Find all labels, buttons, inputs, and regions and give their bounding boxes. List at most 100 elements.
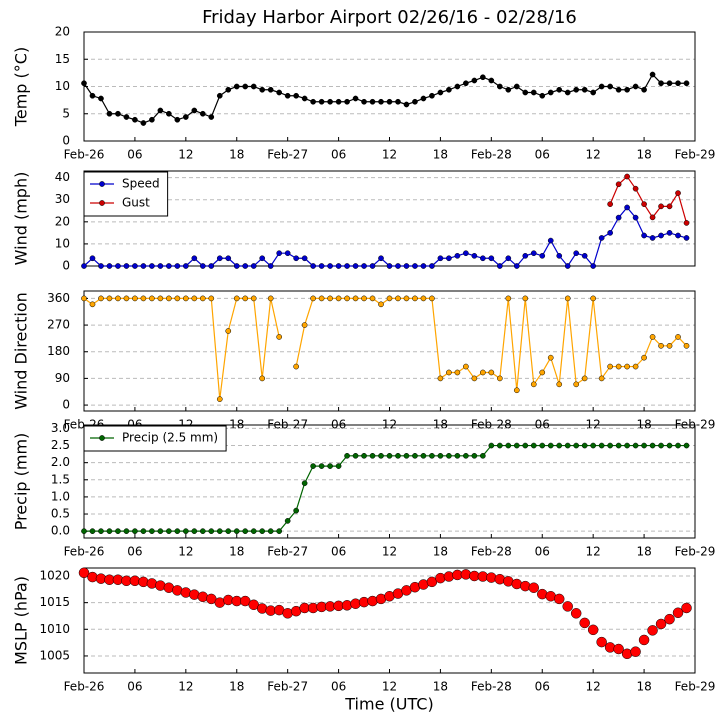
line-point: [479, 255, 486, 262]
line-point: [488, 255, 495, 262]
line-point: [301, 480, 308, 487]
scatter-point: [528, 582, 540, 593]
line-point: [318, 98, 325, 105]
line-point: [310, 295, 316, 302]
x-tick-label: Feb-29: [675, 545, 716, 559]
line-point: [641, 86, 647, 93]
line-point: [208, 114, 215, 120]
line-point: [123, 114, 130, 120]
line-point: [182, 114, 189, 120]
line-point: [250, 263, 257, 269]
line-point: [624, 204, 630, 211]
line-point: [233, 83, 240, 90]
line-point: [98, 528, 104, 535]
line-point: [335, 463, 342, 469]
line-point: [361, 295, 367, 302]
line-point: [581, 375, 588, 382]
x-tick-label: Feb-27: [267, 148, 308, 162]
line-point: [675, 334, 681, 340]
line-point: [386, 263, 393, 269]
line-point: [98, 295, 104, 302]
line-point: [573, 86, 580, 93]
line-point: [683, 220, 690, 226]
line-point: [361, 263, 367, 269]
line-point: [166, 263, 172, 269]
line-point: [641, 442, 647, 449]
x-tick-label: 12: [178, 148, 193, 162]
scatter-point: [562, 601, 573, 612]
line-point: [488, 369, 495, 376]
line-point: [182, 263, 189, 269]
line-point: [352, 95, 359, 102]
y-tick-label: 10: [55, 79, 70, 93]
line-point: [242, 528, 249, 535]
line-point: [344, 263, 350, 269]
line-point: [157, 528, 164, 535]
line-point: [607, 83, 613, 90]
line-point: [658, 203, 664, 210]
line-point: [352, 295, 359, 302]
line-point: [530, 381, 537, 388]
line-point: [658, 80, 664, 87]
line-point: [437, 255, 444, 262]
line-point: [225, 328, 232, 334]
line-point: [378, 301, 384, 308]
chart-title: Friday Harbor Airport 02/26/16 - 02/28/1…: [202, 7, 577, 28]
x-tick-label: 18: [433, 545, 448, 559]
y-tick-label: 1.5: [51, 472, 70, 486]
line-point: [471, 375, 478, 382]
y-tick-label: 10: [55, 236, 70, 250]
x-tick-label: 12: [586, 545, 601, 559]
line-point: [106, 110, 113, 117]
line-point: [259, 528, 266, 535]
line-point: [429, 295, 435, 302]
line-point: [293, 92, 300, 99]
scatter-point: [672, 607, 684, 619]
series-line: [609, 175, 688, 224]
x-tick-label: Feb-27: [267, 680, 308, 694]
line-point: [547, 354, 554, 361]
line-point: [199, 110, 206, 117]
y-tick-label: 30: [55, 192, 70, 206]
line-point: [352, 452, 359, 459]
line-point: [556, 381, 563, 388]
line-point: [513, 442, 520, 449]
legend-marker: [99, 200, 105, 206]
x-tick-label: 18: [229, 680, 244, 694]
x-tick-label: Feb-27: [267, 545, 308, 559]
line-point: [166, 295, 172, 302]
line-point: [310, 463, 316, 469]
x-tick-label: 06: [127, 680, 142, 694]
line-point: [632, 83, 639, 90]
x-tick-label: Feb-28: [471, 148, 512, 162]
line-point: [539, 369, 546, 376]
line-point: [293, 255, 300, 262]
line-point: [267, 86, 274, 93]
line-point: [581, 86, 588, 93]
y-tick-label: 2.5: [51, 438, 70, 452]
line-point: [140, 263, 147, 269]
line-point: [132, 116, 138, 123]
line-point: [140, 528, 147, 535]
line-point: [199, 263, 206, 269]
x-tick-label: 12: [586, 148, 601, 162]
x-tick-label: 12: [382, 680, 397, 694]
x-tick-label: 06: [127, 148, 142, 162]
line-point: [607, 201, 613, 207]
line-point: [658, 342, 664, 349]
line-point: [590, 442, 597, 449]
line-point: [403, 295, 410, 302]
line-point: [267, 528, 274, 535]
line-point: [454, 83, 461, 90]
line-point: [530, 250, 537, 257]
line-point: [403, 101, 410, 108]
y-tick-label: 5: [62, 106, 70, 120]
y-tick-label: 0.0: [51, 524, 70, 538]
line-point: [166, 528, 172, 535]
line-point: [378, 255, 384, 262]
line-point: [615, 181, 622, 188]
scatter-point: [596, 636, 607, 648]
line-point: [505, 442, 512, 449]
line-point: [132, 528, 138, 535]
scatter-point: [78, 567, 90, 579]
